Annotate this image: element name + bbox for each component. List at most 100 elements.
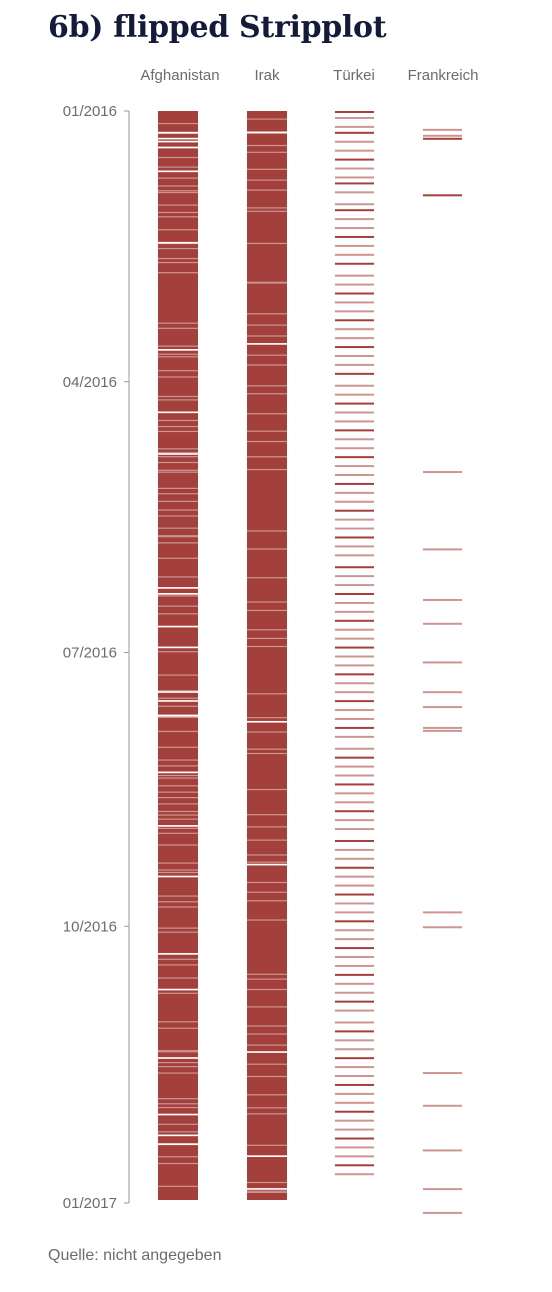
strip-shade [158, 690, 198, 692]
event-mark [335, 491, 374, 494]
event-mark [335, 527, 374, 530]
event-mark [335, 982, 374, 985]
event-mark [335, 1075, 374, 1078]
strip-shade [158, 774, 198, 777]
event-mark [335, 709, 374, 712]
event-mark [335, 482, 374, 485]
strip-shade [158, 927, 198, 929]
strip-shade [158, 1131, 198, 1133]
event-mark [335, 819, 374, 822]
strip-gap [158, 593, 198, 595]
event-mark [335, 262, 374, 265]
strip-shade [158, 1072, 198, 1074]
event-mark [335, 610, 374, 613]
strip-band [247, 111, 287, 1200]
strip-shade [158, 613, 198, 615]
strip-shade [158, 535, 198, 537]
event-mark [335, 310, 374, 313]
event-mark [335, 1137, 374, 1140]
strip-shade [247, 1025, 287, 1027]
strip-shade [158, 906, 198, 908]
strip-gap [247, 863, 287, 866]
strip-shade [158, 803, 198, 805]
event-mark [423, 926, 462, 929]
event-mark [335, 956, 374, 959]
strip-shade [247, 1033, 287, 1035]
strip-shade [158, 895, 198, 897]
event-mark [335, 774, 374, 777]
event-mark [335, 973, 374, 976]
event-mark [423, 128, 462, 131]
strip-shade [158, 456, 198, 458]
strip-shade [158, 471, 198, 473]
strip-shade [247, 282, 287, 284]
event-mark [335, 301, 374, 304]
event-mark [335, 363, 374, 366]
strip-shade [247, 354, 287, 356]
event-mark [423, 1149, 462, 1152]
strip-shade [158, 229, 198, 231]
strip-shade [158, 177, 198, 179]
strip-shade [158, 557, 198, 559]
strip-shade [158, 399, 198, 401]
column-header-0: Afghanistan [140, 67, 219, 84]
strip-gap [247, 343, 287, 345]
event-mark [335, 1101, 374, 1104]
strip-gap [158, 146, 198, 149]
event-mark [335, 456, 374, 459]
event-mark [335, 182, 374, 185]
strip-shade [158, 515, 198, 517]
strip-shade [158, 869, 198, 871]
event-mark [335, 857, 374, 860]
strip-shade [247, 335, 287, 337]
strip-shade [247, 731, 287, 733]
strip-shade [158, 487, 198, 489]
event-mark [423, 548, 462, 551]
event-mark [335, 911, 374, 914]
strip-shade [247, 1107, 287, 1109]
strip-gap [158, 1057, 198, 1059]
strip-gap [158, 1134, 198, 1137]
event-mark [335, 584, 374, 587]
strip-shade [158, 257, 198, 260]
strip-irak [247, 111, 287, 1200]
strip-gap [247, 1188, 287, 1190]
event-mark [335, 964, 374, 967]
strip-gap [247, 131, 287, 134]
strip-shade [247, 324, 287, 326]
strip-shade [158, 716, 198, 718]
strip-gap [158, 700, 198, 702]
event-mark [335, 447, 374, 450]
column-header-3: Frankreich [408, 67, 479, 84]
event-mark [335, 1155, 374, 1158]
event-mark [423, 1188, 462, 1191]
strip-shade [158, 651, 198, 653]
strip-shade [158, 261, 198, 264]
event-mark [423, 691, 462, 694]
strip-shade [247, 440, 287, 443]
event-mark [335, 319, 374, 322]
event-mark [335, 402, 374, 405]
strip-shade [247, 179, 287, 181]
strip-shade [247, 861, 287, 863]
strip-shade [158, 190, 198, 192]
strip-shade [158, 730, 198, 733]
strip-shade [158, 345, 198, 347]
strip-gap [158, 140, 198, 143]
strip-shade [158, 977, 198, 979]
strip-shade [158, 958, 198, 960]
strip-shade [158, 185, 198, 187]
strip-shade [247, 430, 287, 432]
strip-shade [247, 1181, 287, 1184]
strip-shade [247, 788, 287, 791]
event-mark [335, 1173, 374, 1176]
event-mark [335, 756, 374, 759]
event-mark [335, 328, 374, 331]
strip-shade [247, 413, 287, 415]
strip-shade [158, 697, 198, 699]
event-mark [335, 158, 374, 161]
strip-shade [247, 973, 287, 975]
event-mark [423, 706, 462, 709]
event-mark [335, 474, 374, 476]
strip-gap [158, 953, 198, 955]
